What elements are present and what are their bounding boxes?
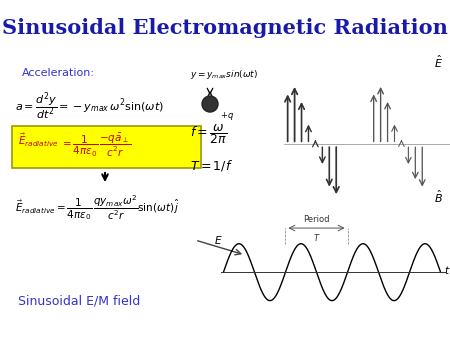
Text: $\hat{E}$: $\hat{E}$	[434, 53, 443, 70]
FancyBboxPatch shape	[12, 126, 201, 168]
Text: $f = \dfrac{\omega}{2\pi}$: $f = \dfrac{\omega}{2\pi}$	[190, 122, 227, 146]
Text: $+q$: $+q$	[220, 110, 234, 122]
Text: $a = \dfrac{d^2 y}{dt^2} = -y_{max}\,\omega^2 \sin(\omega t)$: $a = \dfrac{d^2 y}{dt^2} = -y_{max}\,\om…	[15, 90, 164, 122]
Text: Sinusoidal Electromagnetic Radiation: Sinusoidal Electromagnetic Radiation	[2, 18, 448, 38]
Text: Sinusoidal E/M field: Sinusoidal E/M field	[18, 295, 140, 308]
Text: $= \dfrac{1}{4\pi\varepsilon_0}\,\dfrac{-q\bar{a}_{\perp}}{c^2 r}$: $= \dfrac{1}{4\pi\varepsilon_0}\,\dfrac{…	[60, 132, 131, 159]
Circle shape	[202, 96, 218, 112]
Text: $\vec{E}_{radiative}$: $\vec{E}_{radiative}$	[18, 132, 58, 149]
Text: Period: Period	[303, 215, 330, 224]
Text: $T = 1/f$: $T = 1/f$	[190, 158, 233, 173]
Text: $\vec{E}_{radiative} = \dfrac{1}{4\pi\varepsilon_0}\,\dfrac{q y_{max}\omega^2}{c: $\vec{E}_{radiative} = \dfrac{1}{4\pi\va…	[15, 193, 180, 222]
Text: Acceleration:: Acceleration:	[22, 68, 95, 78]
Text: E: E	[215, 236, 221, 246]
Text: t: t	[445, 266, 449, 276]
Text: $y = y_{max}sin(\omega t)$: $y = y_{max}sin(\omega t)$	[190, 68, 258, 81]
Text: T: T	[314, 234, 319, 243]
Text: $\hat{B}$: $\hat{B}$	[434, 189, 443, 205]
